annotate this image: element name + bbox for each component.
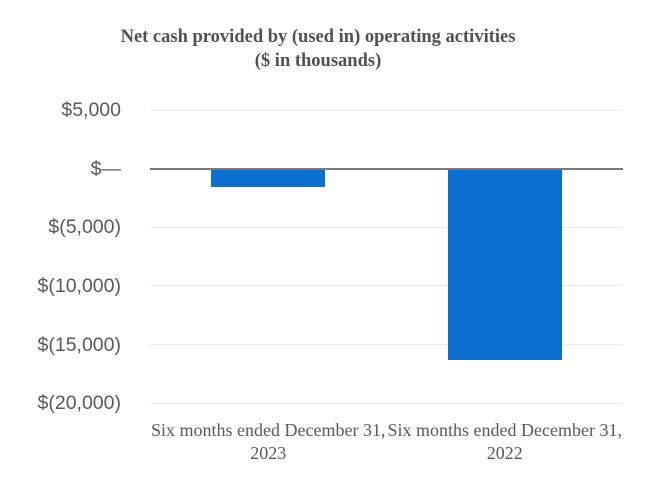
x-axis-category-label: Six months ended December 31, 2022 (387, 420, 622, 463)
gridline (150, 285, 623, 287)
y-tick-label: $— (90, 157, 121, 180)
chart-title-block: Net cash provided by (used in) operating… (0, 25, 636, 73)
y-tick-label: $(5,000) (48, 216, 121, 239)
gridline (150, 402, 623, 404)
y-tick-label: $5,000 (61, 99, 121, 121)
chart-title: Net cash provided by (used in) operating… (120, 27, 516, 47)
y-tick-label: $(20,000) (37, 392, 121, 415)
x-axis-category-label: Six months ended December 31, 2023 (151, 420, 386, 463)
gridline (150, 344, 623, 346)
y-tick-label: $(10,000) (37, 274, 121, 297)
gridline (150, 226, 623, 228)
x-axis-zero-line (150, 167, 623, 170)
bar (211, 168, 326, 188)
y-tick-label: $(15,000) (37, 333, 121, 356)
gridline (150, 109, 623, 111)
chart-subtitle: ($ in thousands) (254, 51, 382, 71)
bar (447, 168, 562, 360)
